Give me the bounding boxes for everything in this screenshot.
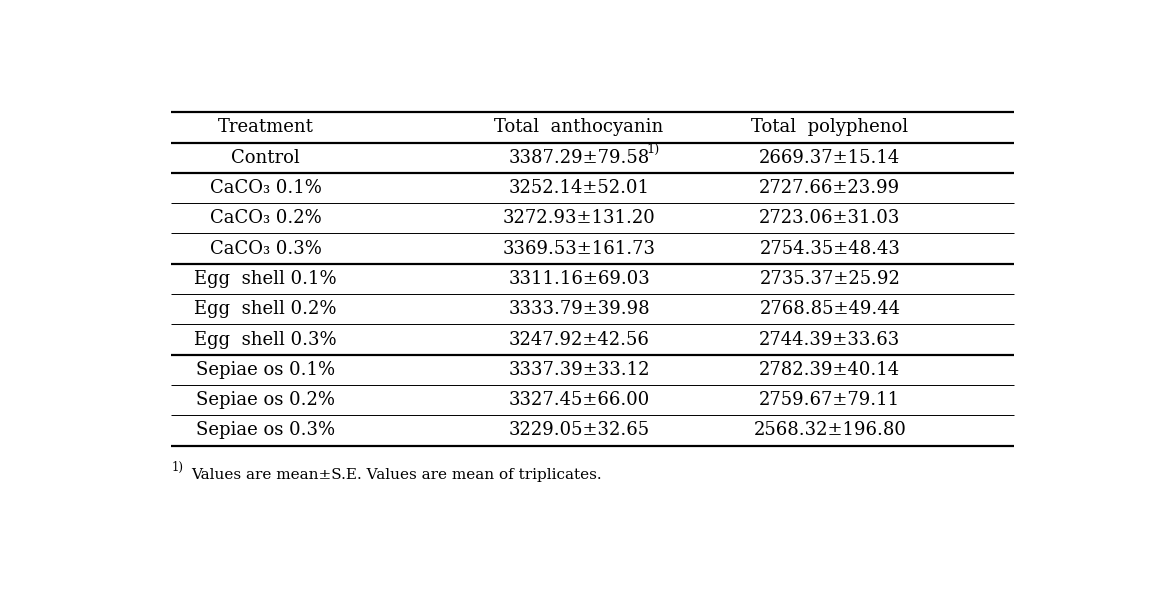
Text: Sepiae os 0.3%: Sepiae os 0.3% <box>195 422 335 439</box>
Text: 3229.05±32.65: 3229.05±32.65 <box>509 422 650 439</box>
Text: 3272.93±131.20: 3272.93±131.20 <box>503 209 655 227</box>
Text: Treatment: Treatment <box>217 119 313 136</box>
Text: 2744.39±33.63: 2744.39±33.63 <box>759 330 901 349</box>
Text: 1): 1) <box>646 143 659 156</box>
Text: 2568.32±196.80: 2568.32±196.80 <box>754 422 906 439</box>
Text: 3369.53±161.73: 3369.53±161.73 <box>503 240 655 257</box>
Text: CaCO₃ 0.3%: CaCO₃ 0.3% <box>209 240 321 257</box>
Text: Total  polyphenol: Total polyphenol <box>751 119 909 136</box>
Text: Total  anthocyanin: Total anthocyanin <box>495 119 664 136</box>
Text: 3311.16±69.03: 3311.16±69.03 <box>509 270 650 288</box>
Text: Egg  shell 0.1%: Egg shell 0.1% <box>194 270 336 288</box>
Text: 2754.35±48.43: 2754.35±48.43 <box>759 240 901 257</box>
Text: 3327.45±66.00: 3327.45±66.00 <box>509 391 650 409</box>
Text: 3252.14±52.01: 3252.14±52.01 <box>509 179 650 197</box>
Text: CaCO₃ 0.1%: CaCO₃ 0.1% <box>209 179 321 197</box>
Text: Control: Control <box>231 149 299 167</box>
Text: Sepiae os 0.2%: Sepiae os 0.2% <box>197 391 335 409</box>
Text: Sepiae os 0.1%: Sepiae os 0.1% <box>195 361 335 379</box>
Text: Egg  shell 0.2%: Egg shell 0.2% <box>194 300 336 318</box>
Text: 3337.39±33.12: 3337.39±33.12 <box>509 361 650 379</box>
Text: 1): 1) <box>171 461 184 474</box>
Text: 3333.79±39.98: 3333.79±39.98 <box>509 300 650 318</box>
Text: CaCO₃ 0.2%: CaCO₃ 0.2% <box>209 209 321 227</box>
Text: 3247.92±42.56: 3247.92±42.56 <box>509 330 650 349</box>
Text: 2723.06±31.03: 2723.06±31.03 <box>759 209 901 227</box>
Text: 2735.37±25.92: 2735.37±25.92 <box>759 270 901 288</box>
Text: Egg  shell 0.3%: Egg shell 0.3% <box>194 330 336 349</box>
Text: 2727.66±23.99: 2727.66±23.99 <box>759 179 901 197</box>
Text: 2768.85±49.44: 2768.85±49.44 <box>759 300 901 318</box>
Text: 3387.29±79.58: 3387.29±79.58 <box>509 149 650 167</box>
Text: 2782.39±40.14: 2782.39±40.14 <box>759 361 901 379</box>
Text: 2669.37±15.14: 2669.37±15.14 <box>759 149 901 167</box>
Text: Values are mean±S.E. Values are mean of triplicates.: Values are mean±S.E. Values are mean of … <box>191 468 602 482</box>
Text: 2759.67±79.11: 2759.67±79.11 <box>759 391 901 409</box>
